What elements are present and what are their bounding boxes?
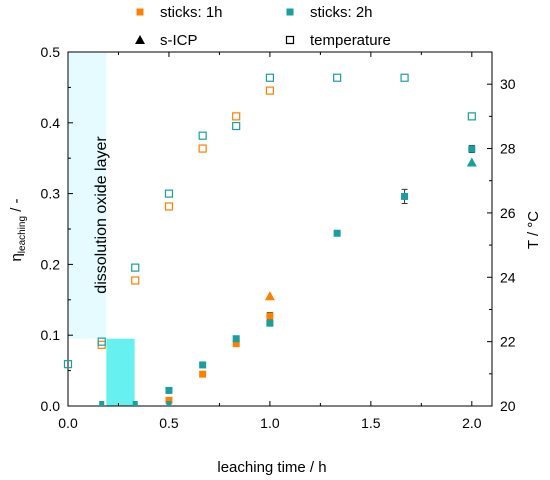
legend-marker <box>285 35 295 45</box>
x-axis-label: leaching time / h <box>217 459 326 476</box>
data-point <box>266 312 274 320</box>
data-point <box>131 276 140 285</box>
annotation-dissolution-oxide-layer: dissolution oxide layer <box>93 136 110 294</box>
x-tick-label: 1.5 <box>361 415 381 431</box>
data-point <box>165 386 173 394</box>
axis-ticks: 0.0 0.5 1.0 1.5 2.0 0.0 0.1 0.2 0.3 0.4 0.5 20 22 24 2… <box>41 44 516 431</box>
data-point <box>333 229 341 237</box>
data-point <box>333 73 342 82</box>
data-point <box>264 291 275 301</box>
data-point <box>164 189 174 198</box>
legend: sticks: 1h sticks: 2h s-ICP temperature <box>135 4 391 49</box>
y-right-tick-label: 20 <box>500 398 516 414</box>
legend-label: sticks: 1h <box>160 4 223 21</box>
data-point <box>266 319 274 327</box>
data-point <box>400 73 409 82</box>
data-point <box>63 360 73 369</box>
data-point <box>198 144 207 153</box>
y-right-tick-label: 26 <box>500 205 516 221</box>
data-point <box>232 121 241 131</box>
data-point <box>232 335 240 343</box>
shaded-regions <box>68 52 135 406</box>
y-right-tick-label: 30 <box>500 76 516 92</box>
y-left-tick-label: 0.2 <box>41 256 61 272</box>
data-point <box>232 340 240 348</box>
legend-label: sticks: 2h <box>310 4 373 21</box>
x-tick-label: 1.0 <box>260 415 280 431</box>
y-left-tick-label: 0.1 <box>41 327 61 343</box>
legend-marker <box>286 8 294 16</box>
data-point <box>165 396 173 404</box>
x-tick-label: 0.0 <box>58 415 78 431</box>
y-right-axis-label: T / °C <box>525 211 542 249</box>
data-point <box>468 145 476 153</box>
y-left-label-sub: leaching <box>17 216 28 253</box>
legend-marker <box>135 35 145 44</box>
y-left-tick-label: 0.5 <box>41 44 61 60</box>
data-point <box>99 401 105 406</box>
y-left-tick-label: 0.0 <box>41 398 61 414</box>
y-left-label-suffix: / - <box>8 198 25 216</box>
data-point <box>198 131 207 140</box>
x-tick-label: 0.5 <box>159 415 179 431</box>
legend-label: s-ICP <box>160 32 198 49</box>
data-point <box>466 157 477 167</box>
y-left-label-main: η <box>8 253 25 261</box>
data-point <box>166 401 172 406</box>
data-point <box>401 192 409 200</box>
data-marks <box>63 73 477 406</box>
data-point <box>232 112 241 121</box>
data-point <box>199 370 207 378</box>
legend-marker <box>136 8 144 16</box>
y-left-tick-label: 0.4 <box>41 115 61 131</box>
data-point <box>467 112 476 121</box>
shaded-region-0 <box>68 52 107 339</box>
data-point <box>199 361 207 369</box>
data-point <box>265 86 275 95</box>
shaded-region-1 <box>106 338 135 406</box>
y-left-axis-label: ηleaching / - <box>8 198 28 261</box>
data-point <box>131 263 140 272</box>
data-point <box>132 401 138 406</box>
data-point <box>265 73 275 82</box>
y-left-tick-label: 0.3 <box>41 186 61 202</box>
y-right-tick-label: 28 <box>500 141 516 157</box>
data-point <box>164 202 174 211</box>
y-right-tick-label: 22 <box>500 334 516 350</box>
legend-label: temperature <box>310 32 391 49</box>
y-right-tick-label: 24 <box>500 269 516 285</box>
data-point <box>97 337 106 346</box>
x-tick-label: 2.0 <box>462 415 482 431</box>
